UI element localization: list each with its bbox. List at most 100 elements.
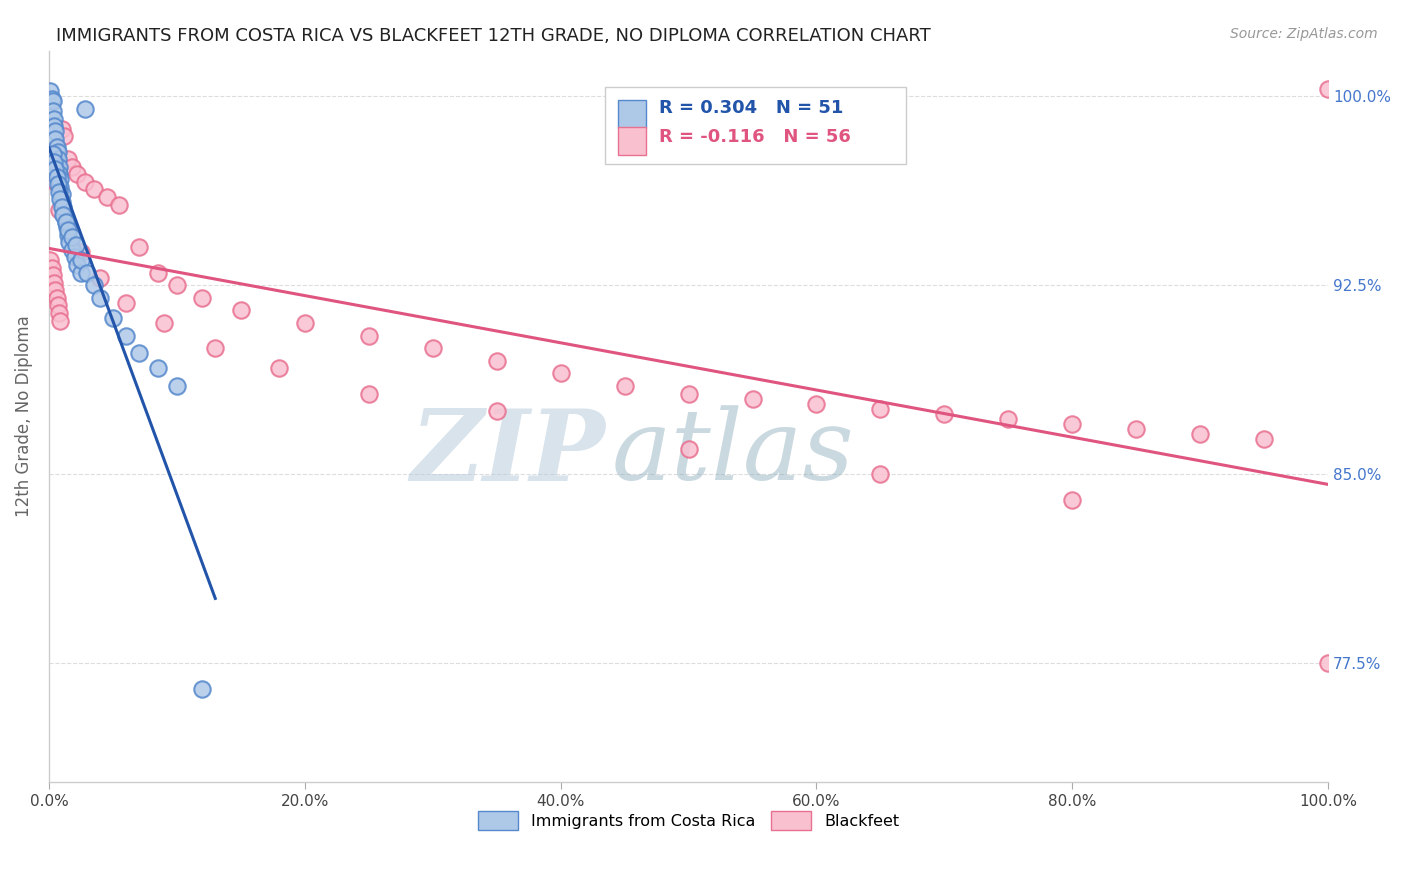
Point	[422, 341, 444, 355]
Point	[55, 215, 77, 229]
Point	[56, 227, 79, 242]
Point	[869, 467, 891, 482]
Point	[45, 169, 67, 184]
Point	[39, 84, 62, 98]
Point	[42, 147, 65, 161]
Point	[70, 266, 93, 280]
Point	[1125, 422, 1147, 436]
Point	[146, 266, 169, 280]
Point	[269, 361, 291, 376]
Point	[1317, 81, 1340, 95]
Point	[66, 167, 89, 181]
Text: R = 0.304   N = 51: R = 0.304 N = 51	[659, 99, 844, 117]
Point	[96, 190, 118, 204]
Point	[46, 298, 69, 312]
Point	[60, 160, 83, 174]
Point	[42, 276, 65, 290]
Point	[51, 200, 73, 214]
Point	[89, 270, 111, 285]
Point	[51, 121, 73, 136]
Text: Source: ZipAtlas.com: Source: ZipAtlas.com	[1230, 27, 1378, 41]
Point	[48, 202, 70, 217]
Point	[52, 208, 75, 222]
Point	[49, 172, 72, 186]
Point	[741, 392, 763, 406]
Point	[56, 220, 79, 235]
Point	[1317, 657, 1340, 671]
Point	[46, 152, 69, 166]
Point	[42, 104, 65, 119]
Point	[58, 235, 80, 250]
Point	[53, 129, 76, 144]
Point	[357, 328, 380, 343]
Point	[114, 296, 136, 310]
Point	[108, 197, 131, 211]
Legend: Immigrants from Costa Rica, Blackfeet: Immigrants from Costa Rica, Blackfeet	[472, 805, 905, 836]
Point	[56, 152, 79, 166]
Point	[73, 175, 96, 189]
Point	[806, 397, 828, 411]
Point	[45, 291, 67, 305]
Point	[70, 245, 93, 260]
Point	[46, 178, 69, 192]
FancyBboxPatch shape	[606, 87, 905, 164]
Text: ZIP: ZIP	[411, 405, 606, 501]
Point	[89, 291, 111, 305]
Point	[146, 361, 169, 376]
Point	[42, 120, 65, 134]
Point	[42, 268, 65, 282]
Point	[934, 407, 956, 421]
Point	[613, 379, 636, 393]
Point	[41, 260, 63, 275]
Point	[229, 303, 252, 318]
Point	[191, 291, 214, 305]
Text: R = -0.116   N = 56: R = -0.116 N = 56	[659, 128, 851, 146]
Point	[56, 220, 79, 235]
Point	[42, 112, 65, 126]
Point	[48, 185, 70, 199]
Point	[48, 167, 70, 181]
Point	[1253, 432, 1275, 446]
Point	[485, 354, 508, 368]
Point	[70, 252, 93, 267]
Point	[485, 404, 508, 418]
Point	[191, 681, 214, 696]
Point	[60, 230, 83, 244]
Point	[44, 124, 66, 138]
Point	[44, 283, 66, 297]
Point	[73, 102, 96, 116]
Point	[49, 179, 72, 194]
Point	[44, 132, 66, 146]
Point	[52, 200, 75, 214]
Point	[55, 215, 77, 229]
Y-axis label: 12th Grade, No Diploma: 12th Grade, No Diploma	[15, 316, 32, 517]
Point	[44, 162, 66, 177]
Text: atlas: atlas	[612, 405, 855, 500]
Point	[357, 386, 380, 401]
Point	[41, 92, 63, 106]
Point	[1189, 427, 1212, 442]
Point	[56, 223, 79, 237]
Point	[39, 252, 62, 267]
Point	[41, 145, 63, 159]
Text: IMMIGRANTS FROM COSTA RICA VS BLACKFEET 12TH GRADE, NO DIPLOMA CORRELATION CHART: IMMIGRANTS FROM COSTA RICA VS BLACKFEET …	[56, 27, 931, 45]
Point	[63, 251, 86, 265]
Point	[153, 316, 176, 330]
Point	[128, 240, 150, 254]
Point	[678, 386, 700, 401]
Point	[76, 266, 98, 280]
Point	[49, 313, 72, 327]
Point	[1062, 417, 1084, 431]
Point	[42, 154, 65, 169]
Point	[51, 187, 73, 202]
Point	[44, 175, 66, 189]
Point	[46, 145, 69, 159]
Point	[66, 258, 89, 272]
Point	[128, 346, 150, 360]
Bar	[619, 101, 647, 128]
Point	[83, 182, 105, 196]
Point	[294, 316, 316, 330]
Point	[1062, 492, 1084, 507]
Point	[51, 194, 73, 209]
Point	[49, 193, 72, 207]
